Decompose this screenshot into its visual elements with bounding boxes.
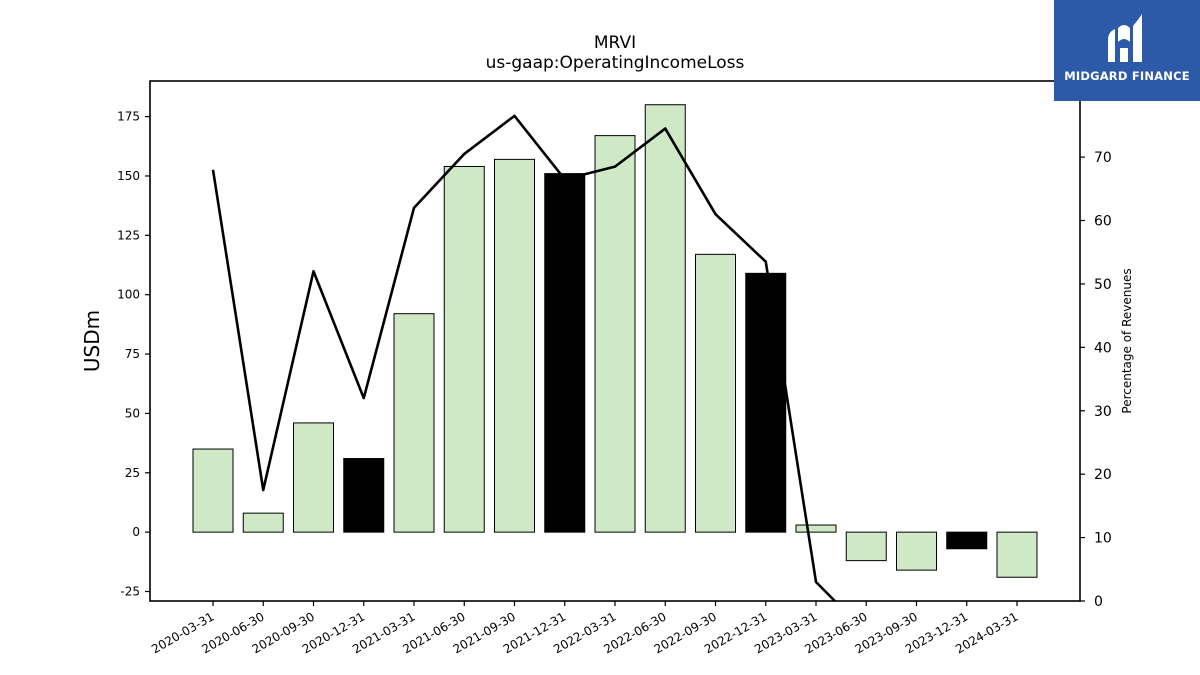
bar-2023-12-31 xyxy=(946,531,988,550)
bar-2020-12-31 xyxy=(343,458,385,533)
y-tick-label-125: 125 xyxy=(117,228,140,242)
y2-tick-label-50: 50 xyxy=(1094,277,1112,293)
bar-2020-03-31 xyxy=(192,448,234,533)
bar-2021-06-30 xyxy=(443,165,485,533)
y-axis-label-left: USDm xyxy=(80,310,104,372)
bar-2021-09-30 xyxy=(494,158,535,533)
y2-tick-label-40: 40 xyxy=(1094,340,1112,356)
bar-2022-09-30 xyxy=(695,253,736,533)
bar-2022-12-31 xyxy=(745,272,787,533)
y-tick-label-175: 175 xyxy=(117,110,140,124)
logo-text: MIDGARD FINANCE xyxy=(1064,69,1190,83)
bar-2023-03-31 xyxy=(795,524,837,533)
y2-tick-label-30: 30 xyxy=(1094,404,1112,420)
y-tick-label-100: 100 xyxy=(117,288,140,302)
bar-2024-03-31 xyxy=(996,531,1038,578)
logo-mark-icon xyxy=(1108,14,1142,62)
y-tick-label-150: 150 xyxy=(117,169,140,183)
bar-2021-03-31 xyxy=(393,313,435,533)
percentage-line xyxy=(211,114,837,601)
bar-2021-12-31 xyxy=(544,173,586,533)
y-tick-label-50: 50 xyxy=(125,406,140,420)
plot-area: -250255075100125150175010203040506070202… xyxy=(117,80,1112,656)
bar-2023-09-30 xyxy=(896,531,937,571)
y2-tick-label-0: 0 xyxy=(1094,594,1103,610)
y-axis-label-right: Percentage of Revenues xyxy=(1120,268,1134,413)
y-tick-label--25: -25 xyxy=(120,585,140,599)
chart-subtitle: us-gaap:OperatingIncomeLoss xyxy=(486,53,745,73)
y2-tick-label-70: 70 xyxy=(1094,150,1112,166)
y-tick-label-75: 75 xyxy=(125,347,140,361)
bar-2022-03-31 xyxy=(594,135,636,533)
y-tick-label-0: 0 xyxy=(132,525,140,539)
midgard-finance-logo: MIDGARD FINANCE xyxy=(1054,0,1200,101)
y2-tick-label-60: 60 xyxy=(1094,214,1112,230)
bar-2020-06-30 xyxy=(242,512,284,533)
y2-tick-label-10: 10 xyxy=(1094,531,1112,547)
bar-2023-06-30 xyxy=(845,531,887,562)
y2-tick-label-20: 20 xyxy=(1094,467,1112,483)
bar-2020-09-30 xyxy=(293,422,334,533)
chart-title: MRVI xyxy=(594,33,636,53)
y-tick-label-25: 25 xyxy=(125,466,140,480)
bar-2022-06-30 xyxy=(644,104,686,533)
